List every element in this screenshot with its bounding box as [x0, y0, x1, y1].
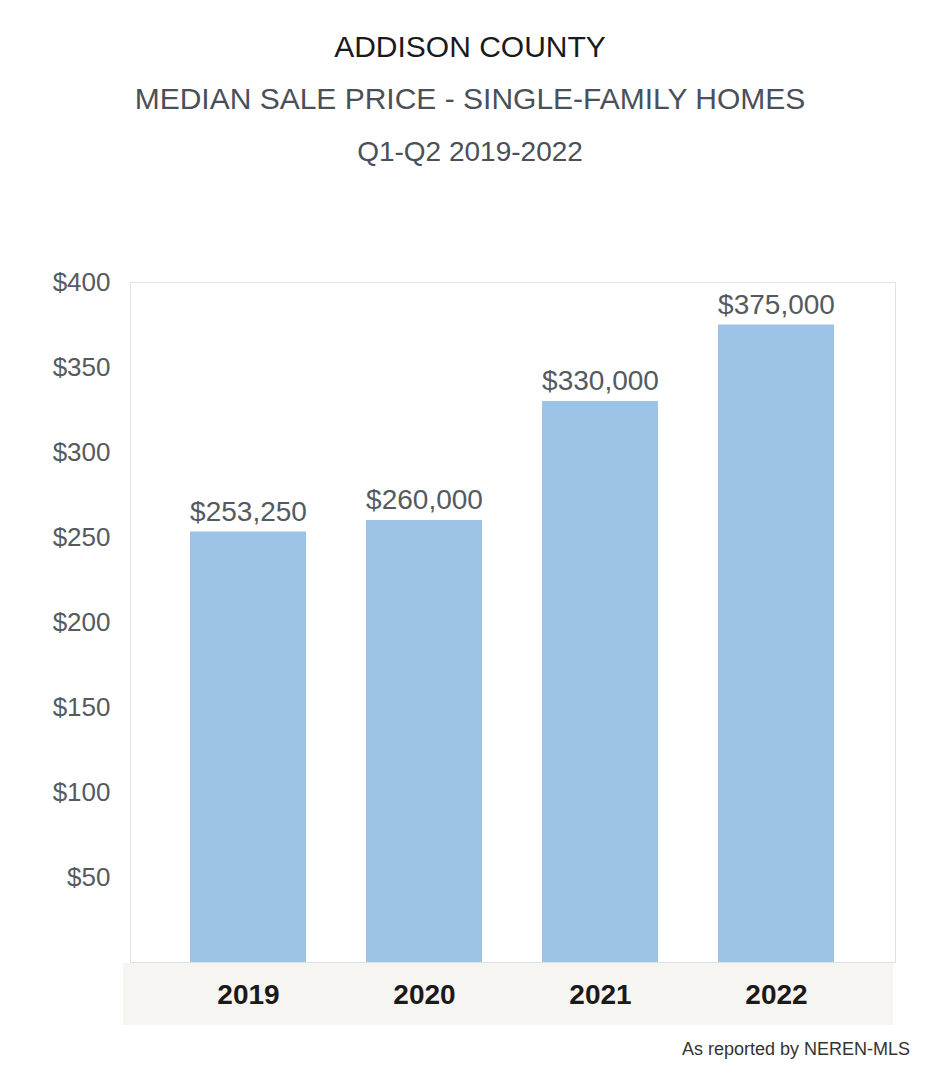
html-text:Q1-Q2 2019-2022: Q1-Q2 2019-2022: [357, 136, 583, 167]
svg-text:$330,000: $330,000: [542, 365, 659, 396]
svg-text:$375,000: $375,000: [718, 289, 835, 320]
svg-text:$260,000: $260,000: [366, 484, 483, 515]
svg-text:$250: $250: [53, 522, 111, 552]
svg-text:2019: 2019: [217, 979, 279, 1010]
svg-text:2022: 2022: [745, 979, 807, 1010]
svg-text:$50: $50: [67, 862, 110, 892]
html-text:MEDIAN SALE PRICE - SINGLE-FAM: MEDIAN SALE PRICE - SINGLE-FAMILY HOMES: [134, 82, 806, 115]
svg-text:2020: 2020: [393, 979, 455, 1010]
svg-text:2021: 2021: [569, 979, 631, 1010]
svg-text:$253,250: $253,250: [190, 496, 307, 527]
svg-text:$350: $350: [53, 352, 111, 382]
html-text:As reported by NEREN-MLS: As reported by NEREN-MLS: [681, 1039, 910, 1059]
svg-text:$300: $300: [53, 437, 111, 467]
svg-text:$100: $100: [53, 777, 111, 807]
svg-text:$150: $150: [53, 692, 111, 722]
svg-text:$400: $400: [53, 267, 111, 297]
svg-text:$200: $200: [53, 607, 111, 637]
html-text:ADDISON COUNTY: ADDISON COUNTY: [334, 30, 606, 63]
